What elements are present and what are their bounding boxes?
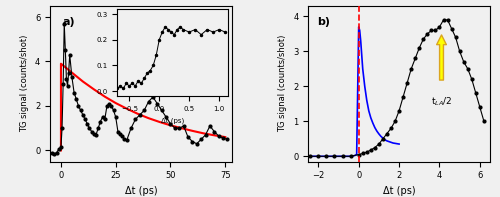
Y-axis label: TG signal (counts/shot): TG signal (counts/shot) [278, 35, 287, 132]
Text: t$_{LA}$/2: t$_{LA}$/2 [431, 95, 452, 108]
Y-axis label: TG signal (counts/shot): TG signal (counts/shot) [20, 35, 30, 132]
Text: b): b) [318, 17, 330, 27]
X-axis label: Δt (ps): Δt (ps) [383, 186, 416, 196]
Text: a): a) [62, 17, 76, 27]
X-axis label: Δt (ps): Δt (ps) [124, 186, 157, 196]
